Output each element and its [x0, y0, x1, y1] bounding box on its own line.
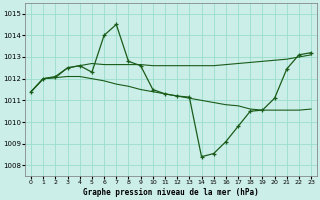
X-axis label: Graphe pression niveau de la mer (hPa): Graphe pression niveau de la mer (hPa) — [83, 188, 259, 197]
